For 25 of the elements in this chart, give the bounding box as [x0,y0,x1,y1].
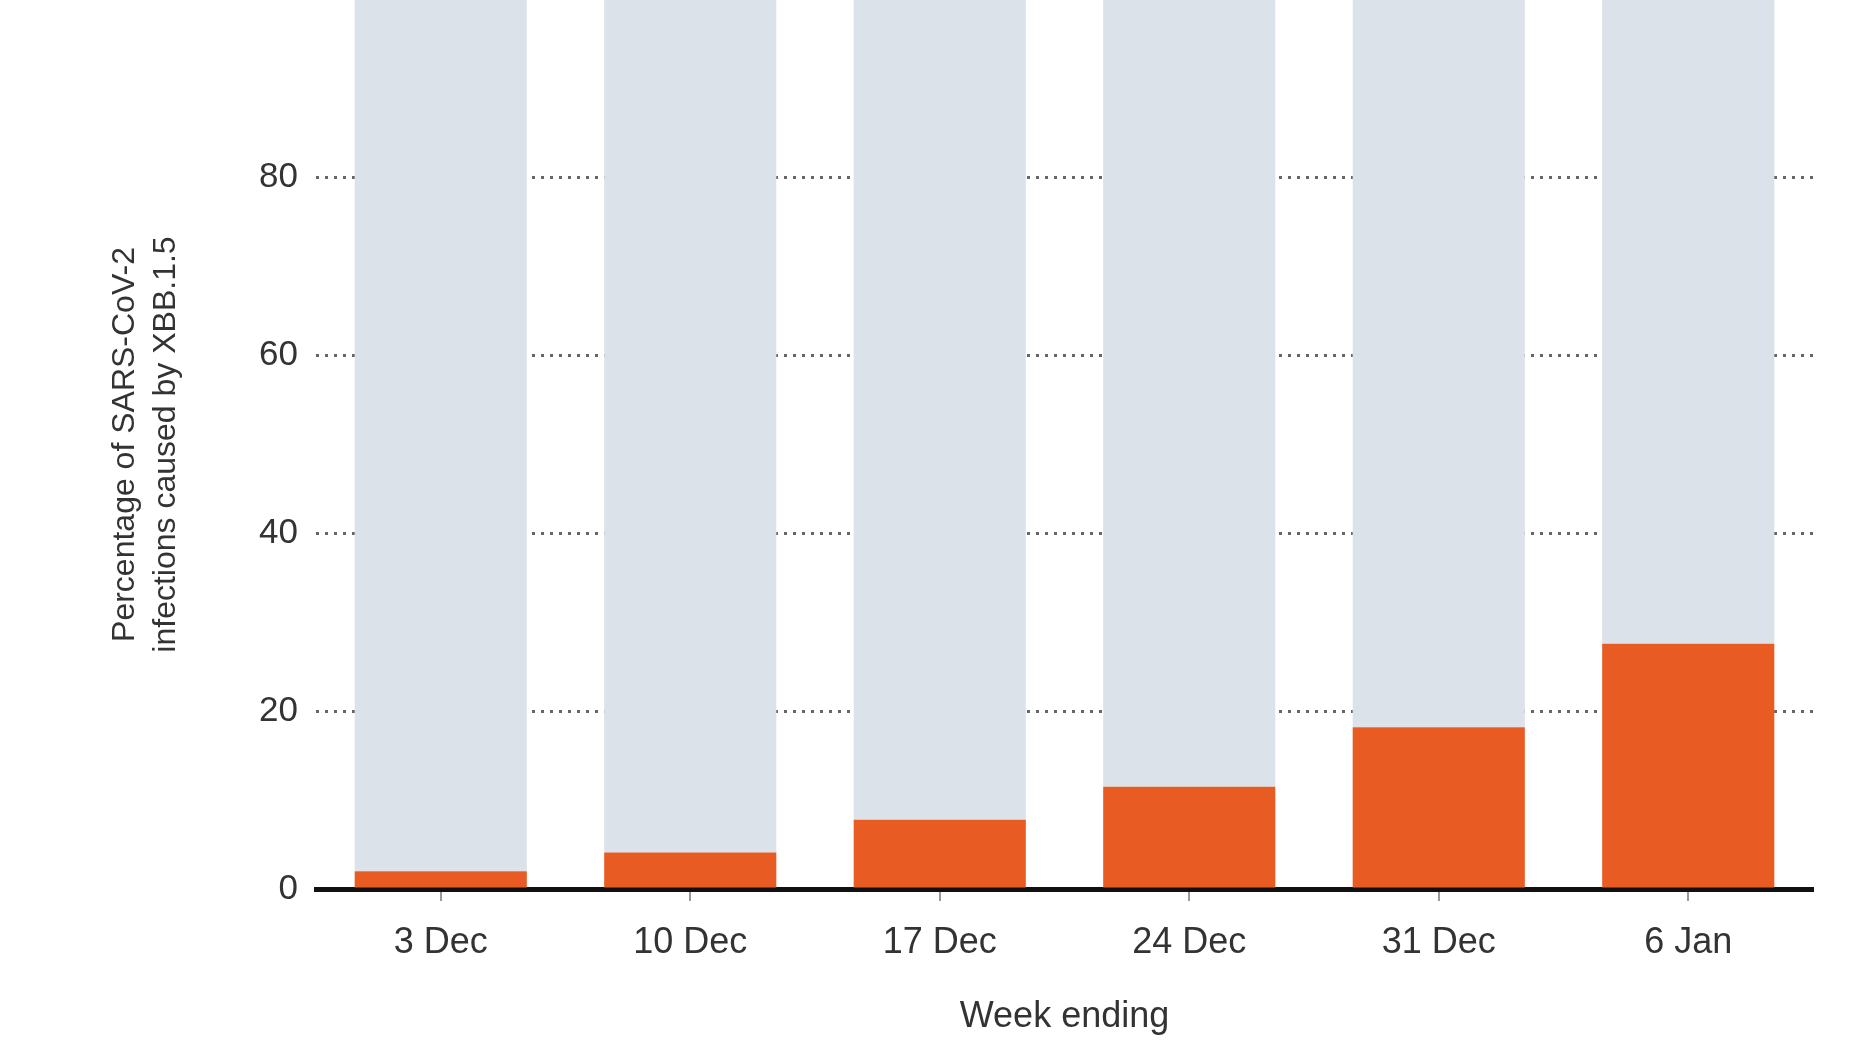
bar [604,852,777,888]
y-tick-label: 0 [278,866,298,906]
x-tick-label: 6 Jan [1644,919,1733,961]
x-tick-label: 3 Dec [393,919,488,961]
x-axis-title: Week ending [959,994,1170,1036]
x-tick-label: 31 Dec [1381,919,1496,961]
bar [1602,0,1775,644]
bar [604,0,777,853]
bar [853,0,1026,820]
y-axis-title: Percentage of SARS-CoV-2 infections caused by XBB.1.5 [104,236,183,653]
bar [853,819,1026,888]
x-tick-label: 10 Dec [633,919,748,961]
bar [1103,0,1276,787]
bar [1103,786,1276,888]
y-tick-label: 20 [259,688,298,728]
bar [1602,643,1775,888]
bar [354,0,527,872]
y-tick-label: 60 [259,333,298,373]
bar [1352,727,1525,888]
bar [1352,0,1525,728]
x-tick-label: 24 Dec [1132,919,1247,961]
bar [354,871,527,888]
y-tick-label: 80 [259,155,298,195]
y-tick-label: 40 [259,511,298,551]
x-tick-label: 17 Dec [882,919,997,961]
